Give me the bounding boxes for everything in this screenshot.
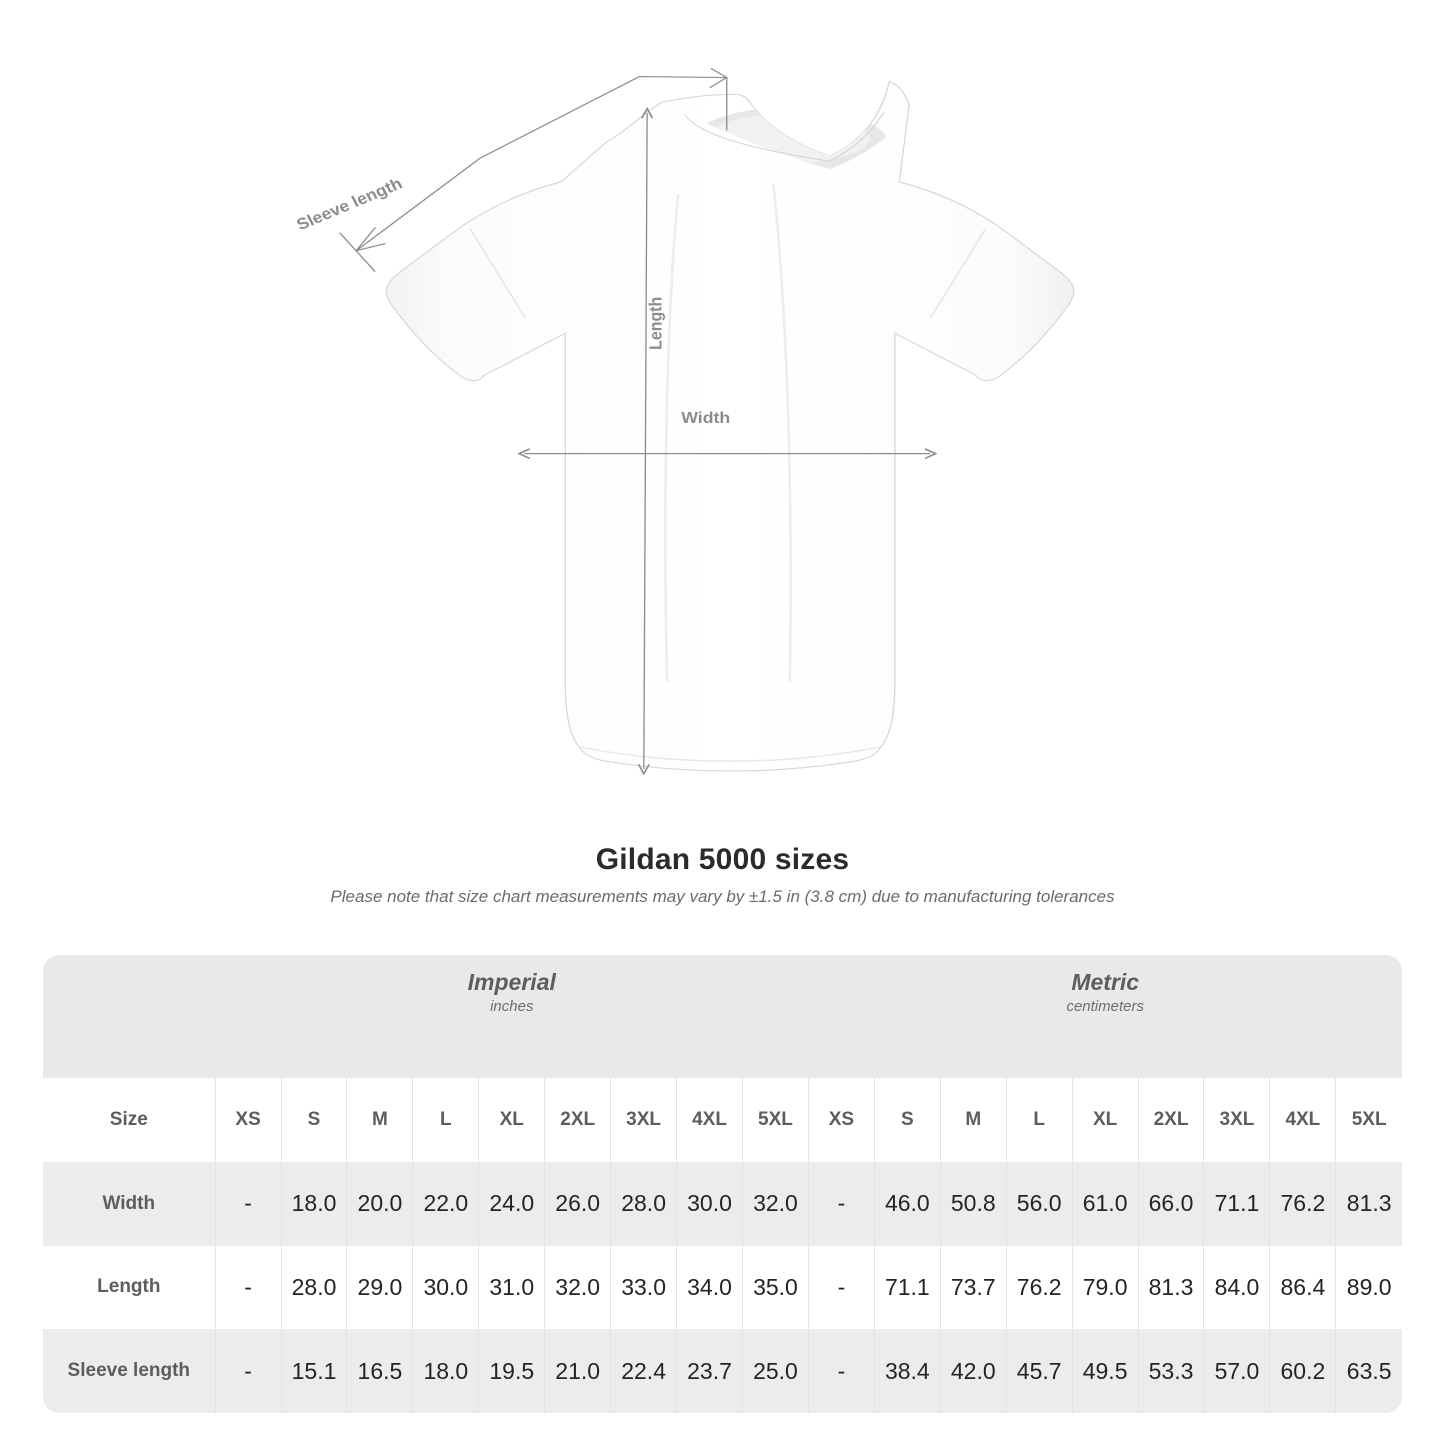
svg-text:Length: Length (646, 297, 666, 350)
svg-text:Sleeve length: Sleeve length (293, 174, 405, 234)
svg-text:Width: Width (681, 409, 730, 427)
